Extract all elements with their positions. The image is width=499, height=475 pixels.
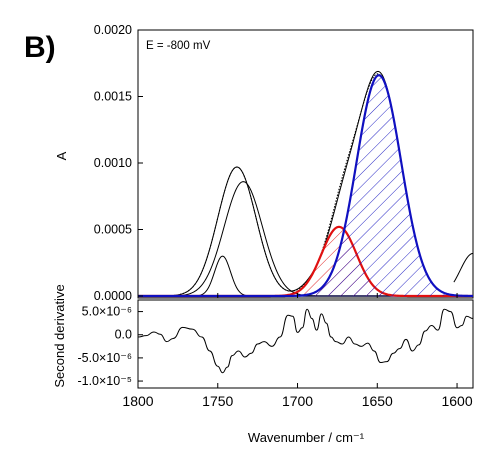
wavenumber-x-ticks: 1800 1750 1700 1650 1600: [122, 293, 473, 409]
absorbance-y-tick-label: 0.0015: [94, 90, 132, 104]
second-derivative-panel: 5.0×10⁻⁶ 0.0 -5.0×10⁻⁶ -1.0×10⁻⁵ 1800 1750 17…: [52, 284, 474, 445]
absorbance-y-ticks: 0.0000 0.0005 0.0010 0.0015 0.0020: [94, 23, 143, 303]
absorbance-panel: 0.0000 0.0005 0.0010 0.0015 0.0020 E = -800 …: [54, 23, 474, 303]
wavenumber-x-axis-label: Wavenumber / cm⁻¹: [248, 430, 365, 445]
absorbance-y-tick-label: 0.0010: [94, 156, 132, 170]
second-derivative-y-axis-label: Second derivative: [52, 284, 67, 387]
absorbance-y-tick-label: 0.0000: [94, 289, 132, 303]
second-derivative-y-tick-label: 5.0×10⁻⁶: [82, 305, 132, 319]
absorbance-series-4: [453, 252, 473, 283]
second-derivative-curves: [138, 308, 473, 374]
wavenumber-x-tick-label: 1600: [441, 393, 472, 409]
second-derivative-y-tick-label: 0.0: [115, 328, 132, 342]
wavenumber-x-tick-label: 1800: [122, 393, 153, 409]
wavenumber-x-tick-label: 1700: [282, 393, 313, 409]
second-derivative-plot-frame: [137, 299, 474, 389]
second-derivative-line: [138, 308, 473, 374]
absorbance-y-tick-label: 0.0020: [94, 23, 132, 37]
wavenumber-x-tick-label: 1750: [202, 393, 233, 409]
second-derivative-y-tick-label: -5.0×10⁻⁶: [78, 351, 133, 365]
second-derivative-y-ticks: 5.0×10⁻⁶ 0.0 -5.0×10⁻⁶ -1.0×10⁻⁵: [77, 305, 143, 388]
absorbance-curves: [138, 70, 473, 298]
second-derivative-y-tick-label: -1.0×10⁻⁵: [77, 374, 132, 388]
absorbance-plot-frame: [137, 29, 474, 299]
absorbance-y-axis-label: A: [54, 151, 69, 160]
wavenumber-x-tick-label: 1650: [362, 393, 393, 409]
panel-label: B): [24, 31, 56, 64]
fitted-band-fill-6: [138, 75, 473, 296]
absorbance-y-tick-label: 0.0005: [94, 223, 132, 237]
potential-annotation: E = -800 mV: [146, 40, 211, 52]
absorbance-series-6: [138, 74, 473, 298]
